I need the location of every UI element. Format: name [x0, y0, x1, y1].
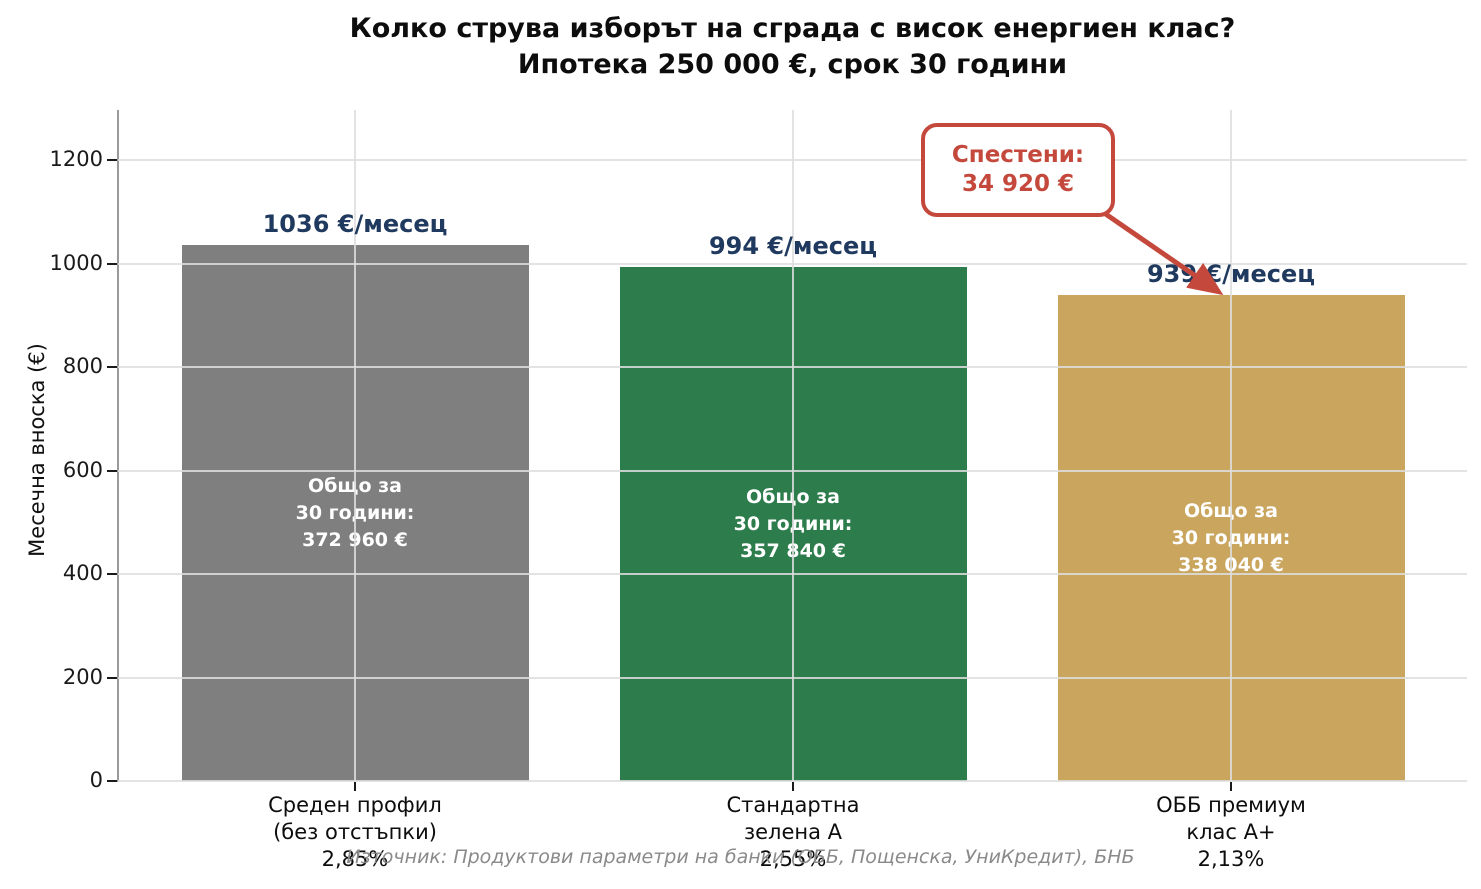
- x-category-line: Среден профил: [268, 793, 442, 817]
- x-category-line: 2,85%: [321, 847, 389, 871]
- y-tick-mark: [107, 470, 117, 472]
- y-tick-label: 0: [89, 768, 103, 792]
- y-tick-label: 600: [62, 458, 103, 482]
- x-category-line: Стандартна: [726, 793, 860, 817]
- x-tick-mark: [1230, 782, 1232, 791]
- chart-title-line-2: Ипотека 250 000 €, срок 30 години: [517, 49, 1068, 80]
- vertical-gridline: [354, 110, 356, 781]
- savings-annotation-box: Спестени: 34 920 €: [921, 123, 1115, 217]
- bar-monthly-value-label: 1036 €/месец: [262, 210, 448, 238]
- y-tick-mark: [107, 159, 117, 161]
- x-category-line: 2,13%: [1197, 847, 1265, 871]
- y-tick-label: 800: [62, 354, 103, 378]
- y-tick-label: 1200: [49, 147, 103, 171]
- chart-title-line-1: Колко струва изборът на сграда с висок е…: [349, 13, 1236, 44]
- y-tick-mark: [107, 366, 117, 368]
- x-category-label: ОББ премиум клас А+ 2,13%: [1031, 792, 1431, 873]
- x-category-line: ОББ премиум: [1156, 793, 1306, 817]
- y-tick-mark: [107, 263, 117, 265]
- vertical-gridline: [792, 110, 794, 781]
- bar-monthly-value-label: 994 €/месец: [708, 232, 878, 260]
- savings-annotation-value: 34 920 €: [961, 171, 1075, 197]
- plot-area: Общо за 30 години: 372 960 €1036 €/месец Об…: [118, 110, 1467, 782]
- source-caption: Източник: Продуктови параметри на банки …: [346, 846, 1135, 868]
- horizontal-gridline: [118, 780, 1467, 782]
- x-category-line: клас А+: [1186, 820, 1276, 844]
- y-tick-mark: [107, 677, 117, 679]
- x-category-line: 2,55%: [759, 847, 827, 871]
- x-category-line: (без отстъпки): [273, 820, 437, 844]
- y-tick-mark: [107, 573, 117, 575]
- x-category-line: зелена А: [743, 820, 843, 844]
- x-tick-mark: [354, 782, 356, 791]
- x-category-label: Среден профил (без отстъпки) 2,85%: [155, 792, 555, 873]
- y-tick-mark: [107, 780, 117, 782]
- x-category-label: Стандартна зелена А 2,55%: [593, 792, 993, 873]
- y-tick-label: 1000: [49, 251, 103, 275]
- annotation-arrow-icon: [1092, 203, 1224, 296]
- vertical-gridline: [1230, 110, 1232, 781]
- savings-annotation-title: Спестени:: [951, 142, 1085, 168]
- y-tick-label: 200: [62, 665, 103, 689]
- y-tick-label: 400: [62, 561, 103, 585]
- y-axis-spine: [117, 110, 119, 782]
- x-tick-mark: [792, 782, 794, 791]
